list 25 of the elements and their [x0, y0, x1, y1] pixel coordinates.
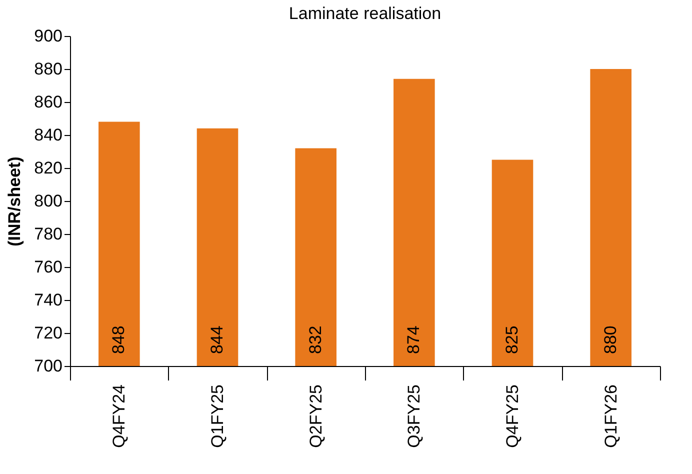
data-label: 825 [502, 326, 522, 354]
y-tick-label: 840 [34, 126, 62, 144]
data-label: 874 [404, 326, 424, 354]
y-tick-label: 860 [34, 92, 62, 112]
y-tick-label: 820 [34, 158, 62, 178]
data-label: 844 [208, 326, 226, 354]
y-tick-label: 720 [34, 324, 62, 342]
x-tick-label: Q4FY25 [503, 384, 522, 448]
y-tick-label: 780 [34, 224, 62, 244]
y-tick-label: 700 [34, 356, 62, 376]
y-tick-label: 800 [34, 192, 62, 210]
y-tick-label: 880 [34, 60, 62, 78]
y-tick-label: 900 [34, 26, 62, 46]
y-axis-title: (INR/sheet) [5, 156, 24, 246]
x-tick-label: Q1FY25 [208, 384, 227, 448]
y-tick-label: 740 [34, 290, 62, 310]
x-tick-label: Q2FY25 [306, 384, 326, 448]
data-label: 848 [109, 326, 128, 354]
data-label: 880 [600, 326, 620, 354]
y-tick-label: 760 [34, 258, 62, 276]
x-tick-label: Q3FY25 [404, 384, 424, 448]
x-tick-label: Q1FY26 [601, 384, 620, 448]
x-tick-label: Q4FY24 [110, 384, 129, 448]
chart-title: Laminate realisation [288, 4, 442, 23]
data-label: 832 [306, 326, 325, 354]
